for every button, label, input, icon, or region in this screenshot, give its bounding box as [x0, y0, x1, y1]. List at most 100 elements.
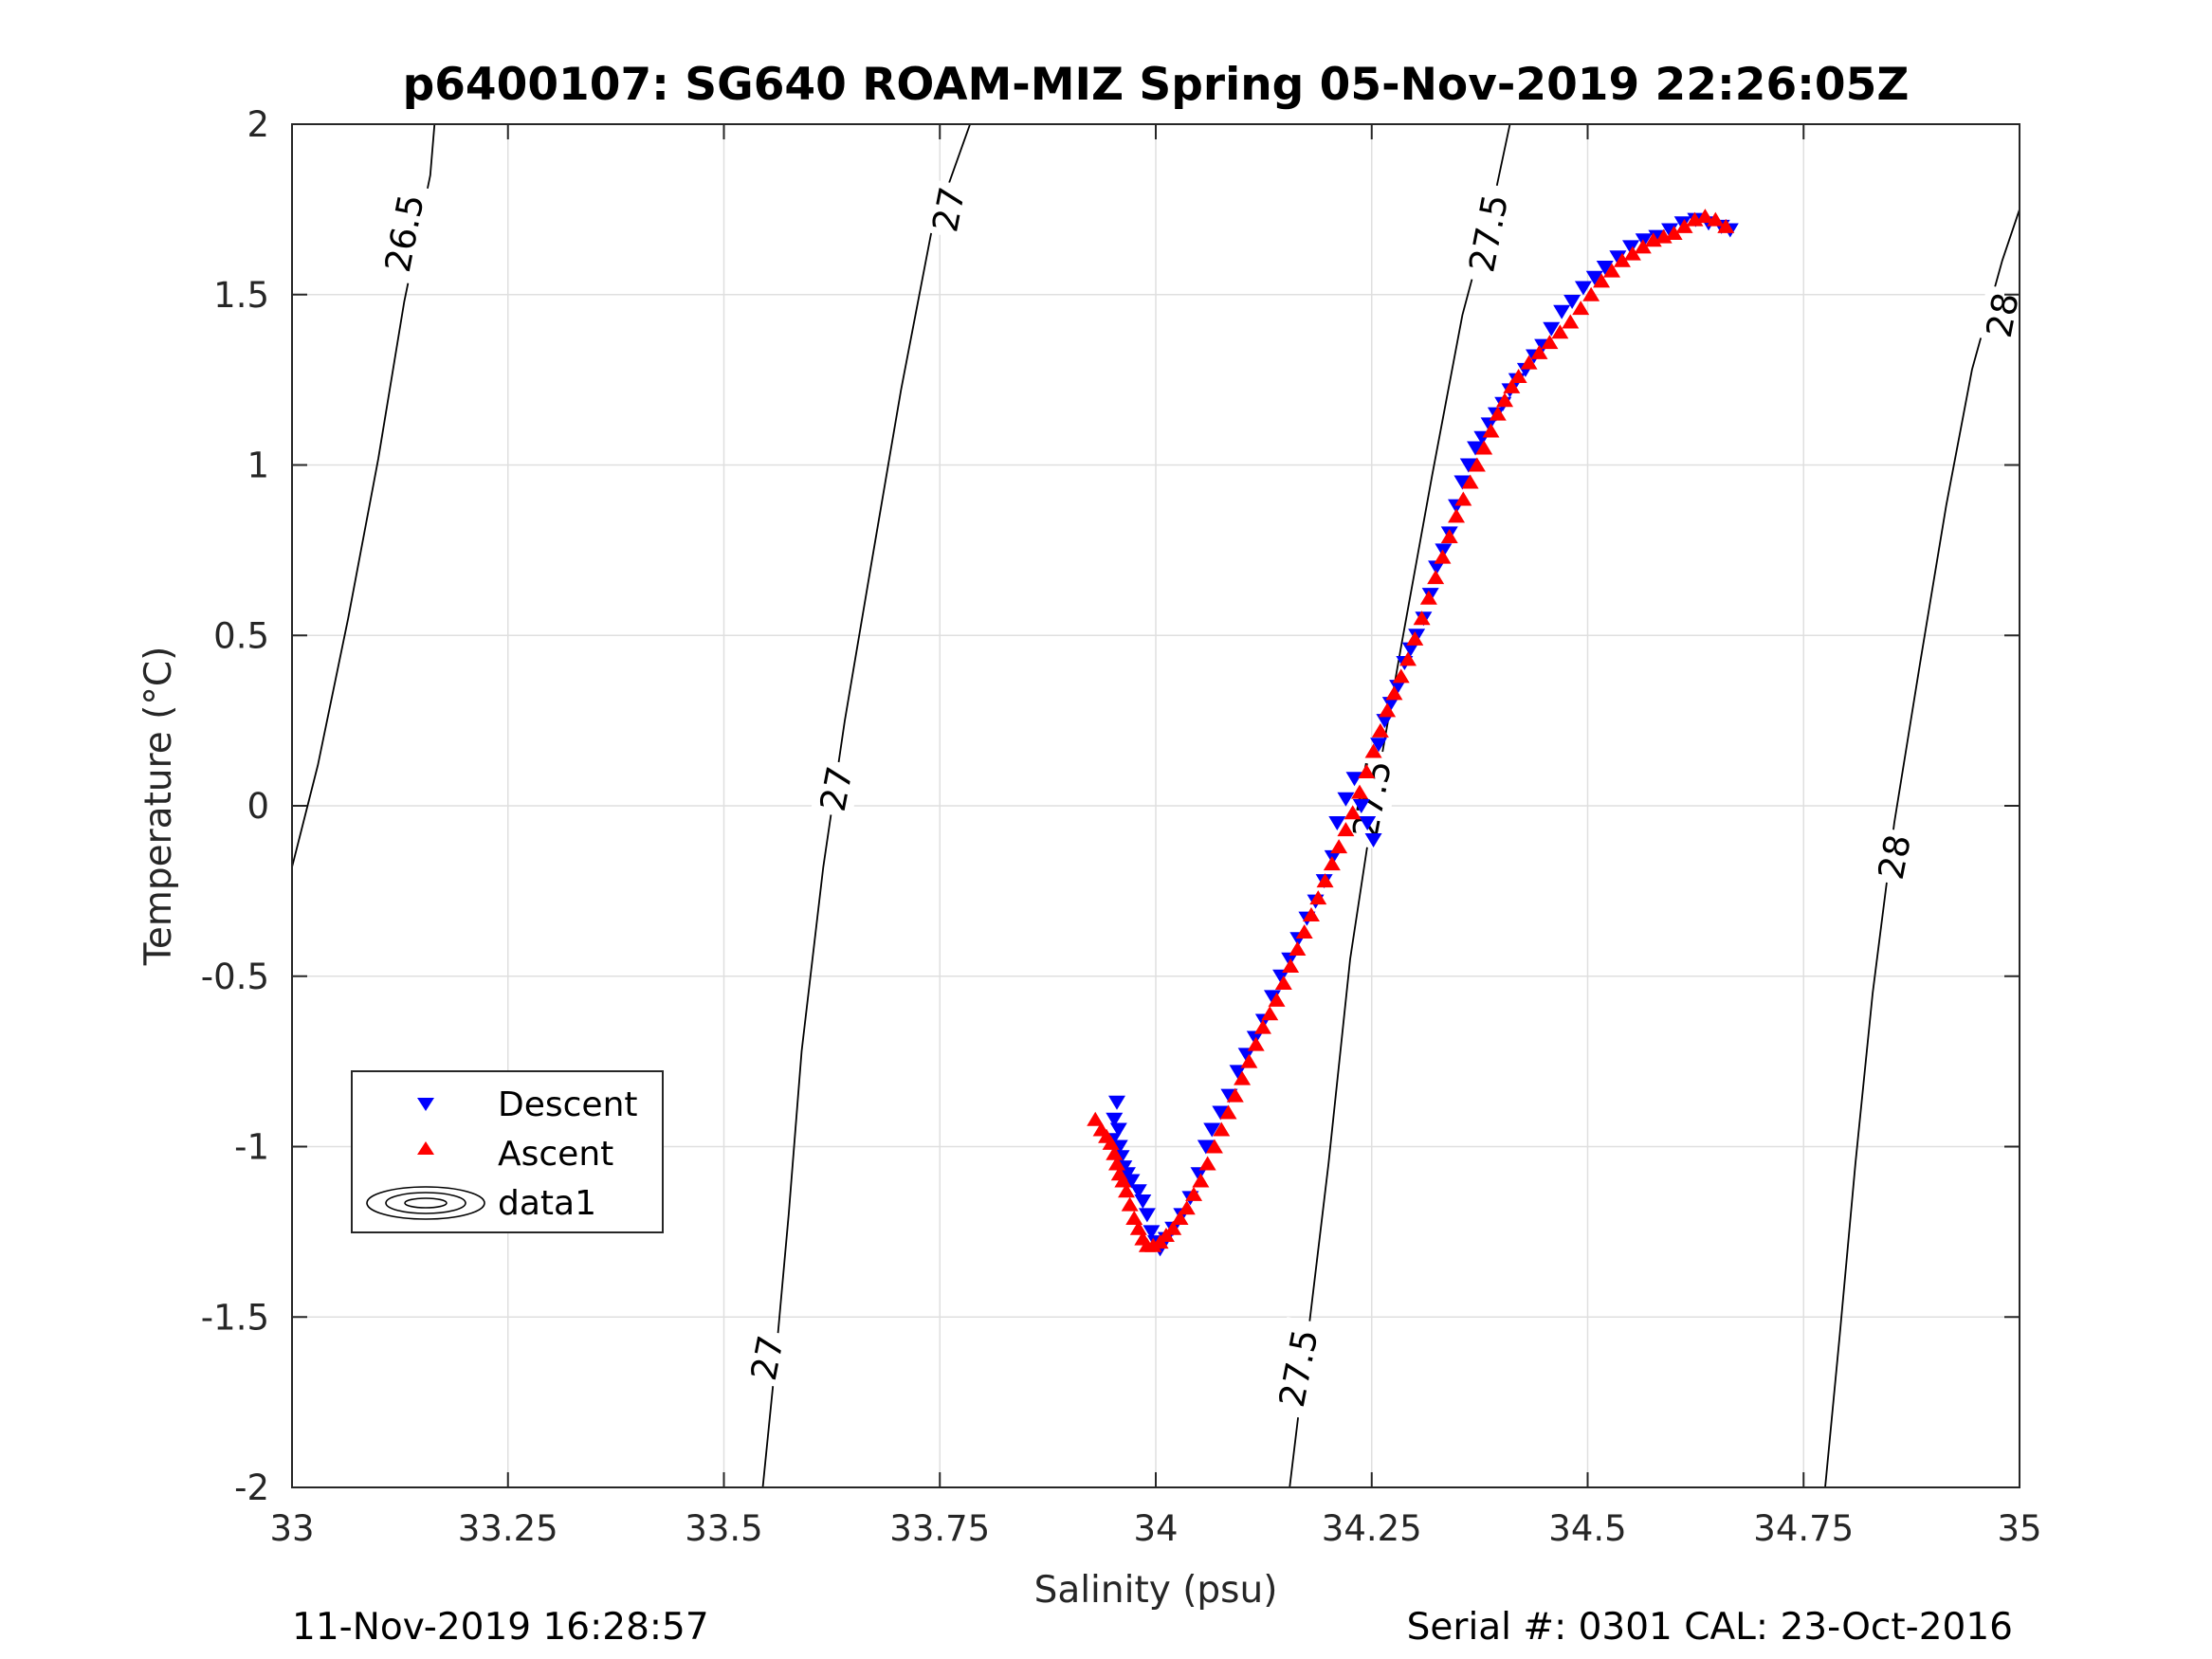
- data-point-descent: [1143, 1225, 1161, 1240]
- legend-box: [351, 1070, 664, 1233]
- data-point-descent: [1337, 792, 1355, 807]
- data-point-ascent: [1282, 957, 1300, 973]
- data-point-ascent: [1118, 1183, 1136, 1198]
- contour-label: 27: [743, 1332, 792, 1383]
- data-point-ascent: [1108, 1156, 1126, 1171]
- legend-descent-marker: [417, 1098, 434, 1111]
- data-point-ascent: [1461, 474, 1479, 489]
- data-point-ascent: [1213, 1121, 1231, 1137]
- data-point-ascent: [1268, 992, 1286, 1007]
- contour-label-bg: [1976, 284, 2028, 345]
- data-point-descent: [1435, 543, 1453, 558]
- data-point-ascent: [1164, 1220, 1182, 1235]
- x-tick-label: 33.5: [685, 1508, 762, 1549]
- data-point-descent: [1328, 815, 1346, 830]
- contour-label-bg: [375, 181, 434, 285]
- data-point-descent: [1381, 697, 1399, 712]
- data-point-ascent: [1302, 907, 1320, 922]
- data-point-descent: [1543, 321, 1561, 337]
- data-point-ascent: [1205, 1139, 1223, 1154]
- data-point-ascent: [1330, 839, 1348, 854]
- data-point-descent: [1352, 799, 1370, 813]
- contour-label-bg: [1268, 1316, 1328, 1420]
- data-point-descent: [1467, 441, 1485, 456]
- data-point-descent: [1459, 458, 1477, 473]
- data-point-ascent: [1475, 440, 1493, 455]
- data-point-descent: [1359, 815, 1377, 830]
- x-tick-label: 34.5: [1548, 1508, 1626, 1549]
- data-point-ascent: [1675, 218, 1693, 233]
- data-point-ascent: [1413, 611, 1431, 626]
- data-point-ascent: [1707, 211, 1725, 227]
- x-tick-label: 35: [1997, 1508, 2041, 1549]
- x-tick-label: 34.75: [1753, 1508, 1854, 1549]
- contour-label-group: 27.5: [1342, 747, 1402, 851]
- data-point-ascent: [1696, 209, 1714, 224]
- data-point-ascent: [1406, 630, 1424, 646]
- data-point-descent: [1138, 1208, 1156, 1223]
- data-point-descent: [1596, 260, 1614, 275]
- data-point-descent: [1345, 772, 1363, 787]
- data-point-ascent: [1419, 590, 1437, 605]
- data-point-ascent: [1385, 685, 1403, 701]
- data-point-descent: [1376, 714, 1394, 729]
- data-point-ascent: [1623, 246, 1641, 261]
- data-point-ascent: [1289, 940, 1307, 956]
- data-point-descent: [1134, 1194, 1152, 1210]
- contour-label-group: 28: [1868, 827, 1920, 887]
- data-point-ascent: [1613, 252, 1631, 267]
- data-point-descent: [1428, 560, 1446, 575]
- chart-title: p6400107: SG640 ROAM-MIZ Spring 05-Nov-2…: [403, 59, 1910, 111]
- legend-ascent-marker: [417, 1141, 434, 1155]
- contour-label-bg: [810, 758, 862, 819]
- data-point-ascent: [1392, 668, 1410, 684]
- data-point-ascent: [1323, 856, 1341, 871]
- footer-timestamp: 11-Nov-2019 16:28:57: [292, 1606, 709, 1649]
- data-point-descent: [1401, 642, 1419, 657]
- isopycnal-line-26.5: [291, 123, 436, 867]
- data-point-ascent: [1665, 226, 1683, 241]
- data-point-ascent: [1503, 378, 1521, 393]
- data-point-descent: [1563, 294, 1581, 309]
- data-point-ascent: [1234, 1070, 1252, 1085]
- data-point-ascent: [1350, 784, 1368, 799]
- data-point-ascent: [1253, 1019, 1271, 1034]
- data-point-descent: [1229, 1065, 1247, 1080]
- data-point-descent: [1281, 952, 1299, 967]
- data-point-ascent: [1226, 1087, 1244, 1103]
- legend-contour-icon: [366, 1186, 485, 1220]
- legend-ascent-label: Ascent: [498, 1135, 613, 1174]
- contour-label-group: 27: [741, 1327, 793, 1389]
- data-point-ascent: [1541, 335, 1559, 350]
- y-tick-label: 0: [247, 786, 269, 827]
- data-point-ascent: [1337, 822, 1355, 837]
- data-point-descent: [1635, 233, 1653, 248]
- data-point-ascent: [1309, 890, 1327, 905]
- y-axis-label: Temperature (°C): [137, 647, 180, 967]
- data-point-ascent: [1185, 1186, 1203, 1201]
- data-point-descent: [1480, 417, 1498, 432]
- y-tick-label: 0.5: [213, 615, 269, 656]
- data-point-descent: [1574, 281, 1592, 296]
- contour-label-bg: [741, 1327, 793, 1389]
- footer-serial-cal: Serial #: 0301 CAL: 23-Oct-2016: [1406, 1606, 2013, 1649]
- y-tick-label: -0.5: [201, 957, 269, 997]
- data-point-ascent: [1572, 301, 1590, 316]
- contour-label-bg: [923, 179, 975, 240]
- data-point-descent: [1272, 969, 1290, 984]
- data-point-ascent: [1489, 406, 1507, 421]
- y-tick-label: 2: [247, 104, 269, 145]
- data-point-ascent: [1551, 324, 1569, 339]
- data-point-ascent: [1427, 570, 1445, 585]
- contour-label-bg: [1458, 181, 1519, 285]
- data-point-ascent: [1509, 369, 1527, 384]
- data-point-ascent: [1316, 873, 1334, 888]
- data-point-ascent: [1247, 1036, 1265, 1051]
- y-tick-label: 1: [247, 446, 269, 486]
- x-tick-label: 33: [269, 1508, 314, 1549]
- data-point-descent: [1553, 304, 1571, 319]
- legend-descent-label: Descent: [498, 1085, 638, 1124]
- contour-label-group: 27: [923, 179, 975, 240]
- data-point-descent: [1106, 1112, 1124, 1127]
